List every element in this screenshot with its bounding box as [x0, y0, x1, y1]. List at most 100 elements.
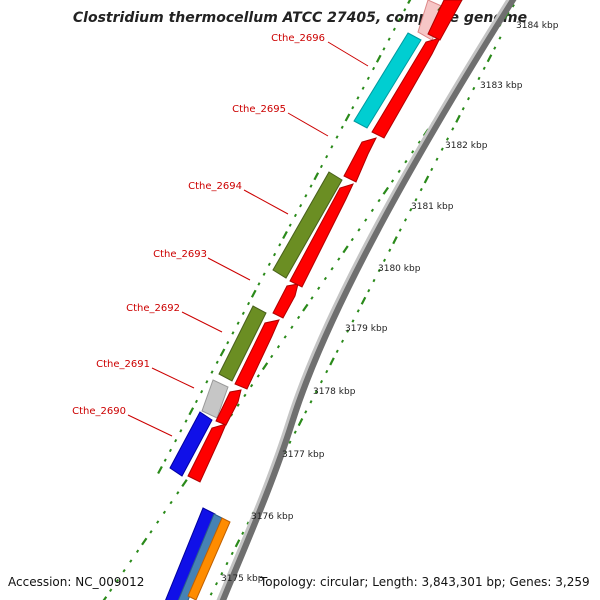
gene-forward-3 — [234, 319, 280, 390]
scale-tick — [435, 157, 439, 161]
scale-tick — [261, 362, 269, 371]
scale-tick — [498, 36, 502, 40]
scale-tick — [411, 150, 415, 154]
scale-tick — [356, 309, 360, 313]
scale-tick — [323, 276, 328, 281]
scale-tick — [293, 213, 297, 218]
gene-label-cthe-2692: Cthe_2692 — [126, 303, 180, 314]
gene-lower-steelblue-block — [177, 513, 223, 600]
scale-tick — [317, 286, 321, 290]
scale-label-3184: 3184 kbp — [516, 21, 559, 31]
accession-text: Accession: NC_009012 — [8, 575, 145, 589]
scale-tick — [290, 325, 294, 329]
scale-tick — [372, 66, 376, 71]
scale-label-3176: 3176 kbp — [251, 512, 294, 522]
scale-tick — [430, 167, 434, 172]
scale-tick — [325, 369, 329, 374]
scale-tick — [319, 379, 324, 384]
scale-tick — [246, 521, 250, 525]
scale-tick — [314, 390, 318, 394]
gene-forward-5 — [289, 183, 354, 288]
scale-tick — [351, 319, 355, 323]
scale-tick — [282, 230, 288, 240]
scale-tick — [194, 399, 198, 404]
scale-tick — [466, 96, 471, 101]
scale-tick — [511, 4, 515, 8]
scale-tick — [330, 145, 334, 149]
scale-tick — [423, 175, 430, 184]
scale-tick — [250, 289, 257, 298]
scale-tick — [162, 510, 167, 515]
scale-tick — [179, 429, 183, 433]
scale-tick — [388, 248, 392, 252]
scale-tick — [256, 374, 260, 378]
scale-tick — [356, 96, 360, 100]
gene-forward-8 — [427, 0, 463, 41]
scale-label-3183: 3183 kbp — [480, 81, 523, 91]
scale-tick — [397, 169, 401, 174]
scale-tick — [392, 27, 396, 32]
scale-tick — [129, 559, 133, 563]
gene-labels: Cthe_2690 Cthe_2691 Cthe_2692 Cthe_2693 … — [72, 33, 325, 417]
scale-tick — [109, 588, 113, 592]
scale-tick — [477, 76, 481, 81]
gene-cthe-2696-block — [353, 32, 422, 129]
scale-tick — [278, 243, 282, 247]
scale-tick — [417, 140, 421, 144]
scale-tick — [340, 125, 344, 129]
scale-tick — [375, 54, 382, 63]
scale-tick — [149, 530, 153, 534]
scale-tick — [304, 194, 308, 198]
genome-backbone — [216, 0, 517, 600]
scale-tick — [241, 311, 245, 316]
scale-tick — [215, 360, 219, 364]
scale-tick — [288, 223, 292, 227]
scale-tick — [181, 479, 188, 488]
scale-tick — [176, 491, 180, 495]
scale-tick — [461, 107, 465, 111]
scale-tick — [310, 296, 314, 300]
gene-forward-7 — [371, 37, 441, 139]
scale-tick — [390, 179, 395, 183]
scale-tick — [370, 208, 375, 213]
scale-tick — [398, 17, 402, 22]
scale-tick — [283, 335, 287, 339]
scale-tick — [293, 430, 297, 434]
scale-tick — [455, 114, 461, 123]
scale-tick — [330, 267, 334, 271]
scale-tick — [220, 571, 224, 576]
scale-tick — [163, 458, 167, 462]
scale-tick — [174, 438, 178, 443]
scale-tick — [451, 127, 455, 131]
scale-tick — [141, 537, 148, 546]
scale-tick — [247, 301, 251, 306]
scale-label-3177: 3177 kbp — [282, 450, 325, 460]
scale-tick — [241, 531, 245, 535]
scale-tick — [257, 282, 261, 286]
gene-cthe-2692-block — [218, 305, 267, 382]
scale-label-3175: 3175 kbp — [221, 574, 264, 584]
scale-tick — [382, 47, 386, 51]
scale-tick — [309, 400, 313, 404]
gene-lower-blue-block — [165, 507, 216, 600]
scale-tick — [351, 106, 355, 110]
scale-tick — [486, 54, 493, 63]
gene-label-cthe-2693: Cthe_2693 — [153, 249, 207, 260]
scale-tick — [404, 159, 408, 164]
scale-tick — [210, 370, 214, 374]
topology-text: Topology: circular; Length: 3,843,301 bp… — [260, 575, 590, 589]
scale-tick — [392, 236, 398, 245]
scale-tick — [188, 407, 195, 416]
scale-tick — [296, 315, 301, 320]
gene-forward-6 — [343, 137, 377, 183]
scale-tick — [270, 354, 274, 359]
scale-tick — [288, 440, 292, 444]
scale-tick — [205, 380, 209, 384]
scale-tick — [346, 329, 350, 333]
scale-tick — [168, 448, 172, 453]
scale-tick — [319, 164, 323, 169]
scale-tick — [302, 303, 309, 312]
scale-tick — [382, 186, 390, 195]
